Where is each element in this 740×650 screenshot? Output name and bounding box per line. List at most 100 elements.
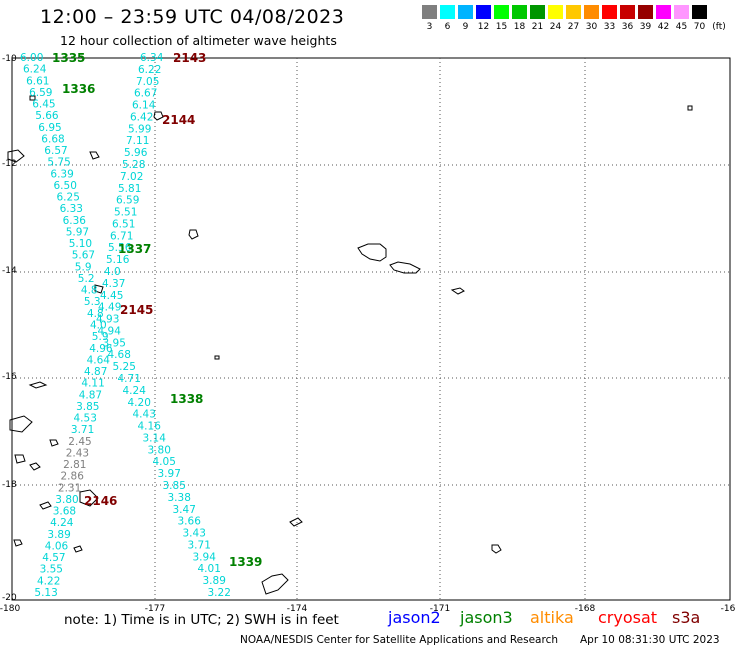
island-outline <box>14 454 26 464</box>
track-a-value: 6.95 <box>38 122 61 134</box>
track-a-value: 6.45 <box>32 99 55 111</box>
lat-label: -14 <box>2 266 17 276</box>
track-b-value: 4.24 <box>123 385 147 397</box>
island-outline <box>289 517 303 527</box>
satellite-jason3: jason3 <box>460 608 513 627</box>
track-b-value: 4.94 <box>98 325 122 337</box>
track-b-values: 6.346.227.056.676.146.425.997.115.965.28… <box>96 52 231 599</box>
track-b-value: 3.66 <box>178 516 202 528</box>
track-b-value: 4.68 <box>108 349 131 361</box>
lon-label: -180 <box>0 604 20 614</box>
track-a-value: 4.96 <box>89 343 113 355</box>
track-a-value: 3.89 <box>47 529 70 541</box>
track-a-value: 6.39 <box>50 168 73 180</box>
lon-label: -168 <box>575 604 596 614</box>
legend-label: 27 <box>567 22 580 32</box>
legend-label: 70 <box>693 22 706 32</box>
track-a-value: 2.31 <box>58 482 81 494</box>
island-outline <box>687 105 693 111</box>
map-title: 12:00 – 23:59 UTC 04/08/2023 <box>40 6 345 28</box>
legend-label: 30 <box>585 22 598 32</box>
track-a-value: 6.00 <box>20 52 43 64</box>
legend-unit: (ft) <box>712 22 726 32</box>
legend-swatch <box>656 5 671 19</box>
axis-labels: -180 -177 -174 -171 -168 -16 -10 -12 -14 -16 -18 -2… <box>0 54 736 614</box>
track-a-values: 6.006.246.616.596.455.666.956.686.575.75… <box>20 52 113 599</box>
track-b-value: 5.56 <box>108 242 132 254</box>
island-outline <box>29 95 36 101</box>
satellite-jason2: jason2 <box>388 608 441 627</box>
track-b-value: 4.0 <box>104 266 121 278</box>
lon-label: -16 <box>721 604 736 614</box>
track-b-value: 3.47 <box>173 504 196 516</box>
pass-time-label: 1337 <box>118 242 151 256</box>
track-a-value: 4.24 <box>50 517 74 529</box>
lat-label: -18 <box>2 480 17 490</box>
map-subtitle: 12 hour collection of altimeter wave hei… <box>60 33 337 48</box>
legend-swatch <box>548 5 563 19</box>
track-a-value: 5.66 <box>35 110 59 122</box>
legend-swatch <box>458 5 473 19</box>
track-a-value: 6.68 <box>41 133 64 145</box>
track-a-value: 2.86 <box>61 471 85 483</box>
legend-swatch <box>494 5 509 19</box>
track-a-value: 5.3 <box>84 296 101 308</box>
legend-swatch <box>638 5 653 19</box>
legend-label: 18 <box>513 22 526 32</box>
island-outline <box>7 149 25 163</box>
track-a-value: 6.61 <box>26 75 49 87</box>
track-a-value: 4.11 <box>81 378 104 390</box>
pass-time-label: 2144 <box>162 113 195 127</box>
track-b-value: 4.45 <box>100 290 123 302</box>
footnote: note: 1) Time is in UTC; 2) SWH is in fe… <box>64 612 339 628</box>
legend-label: 15 <box>495 22 508 32</box>
island-outline <box>214 355 220 360</box>
legend-label: 24 <box>549 22 562 32</box>
track-b-value: 5.81 <box>118 183 141 195</box>
track-a-value: 6.33 <box>60 203 83 215</box>
lon-label: -174 <box>287 604 308 614</box>
track-a-value: 5.10 <box>69 238 92 250</box>
track-a-value: 3.80 <box>55 494 78 506</box>
track-b-value: 5.99 <box>128 123 151 135</box>
track-b-value: 3.95 <box>103 337 126 349</box>
track-a-value: 4.06 <box>45 541 69 553</box>
track-b-value: 3.38 <box>168 492 191 504</box>
legend-label: 3 <box>426 22 433 32</box>
island-outline <box>389 261 421 274</box>
pass-time-label: 1336 <box>62 82 95 96</box>
island-outline <box>9 415 33 433</box>
track-b-value: 3.71 <box>188 539 211 551</box>
track-b-value: 4.01 <box>198 563 221 575</box>
legend-label: 12 <box>477 22 490 32</box>
track-b-value: 6.51 <box>112 218 135 230</box>
track-b-value: 4.71 <box>118 373 141 385</box>
track-b-value: 6.14 <box>132 100 156 112</box>
track-a-value: 5.67 <box>72 250 95 262</box>
track-b-value: 4.43 <box>133 409 156 421</box>
track-a-value: 5.9 <box>92 331 109 343</box>
legend-label: 45 <box>675 22 688 32</box>
lon-label: -177 <box>145 604 165 614</box>
legend-label: 9 <box>462 22 469 32</box>
track-a-value: 6.57 <box>44 145 67 157</box>
island-outline <box>29 462 41 471</box>
track-a-value: 5.9 <box>75 261 92 273</box>
track-b-value: 3.94 <box>193 551 217 563</box>
track-a-value: 6.24 <box>23 64 47 76</box>
map-frame <box>11 57 731 601</box>
track-b-value: 3.89 <box>203 575 226 587</box>
island-outline <box>261 573 289 595</box>
track-a-value: 5.75 <box>47 157 70 169</box>
track-a-value: 4.22 <box>37 575 60 587</box>
track-b-value: 4.20 <box>128 397 151 409</box>
lat-label: -12 <box>2 159 17 169</box>
island-outline <box>13 539 23 547</box>
lat-label: -16 <box>2 372 17 382</box>
island-outline <box>450 287 465 295</box>
legend-swatch <box>692 5 707 19</box>
track-a-value: 4.87 <box>84 366 107 378</box>
pass-time-label: 2146 <box>84 494 117 508</box>
lat-label: -20 <box>2 593 17 603</box>
track-a-value: 6.25 <box>57 192 80 204</box>
